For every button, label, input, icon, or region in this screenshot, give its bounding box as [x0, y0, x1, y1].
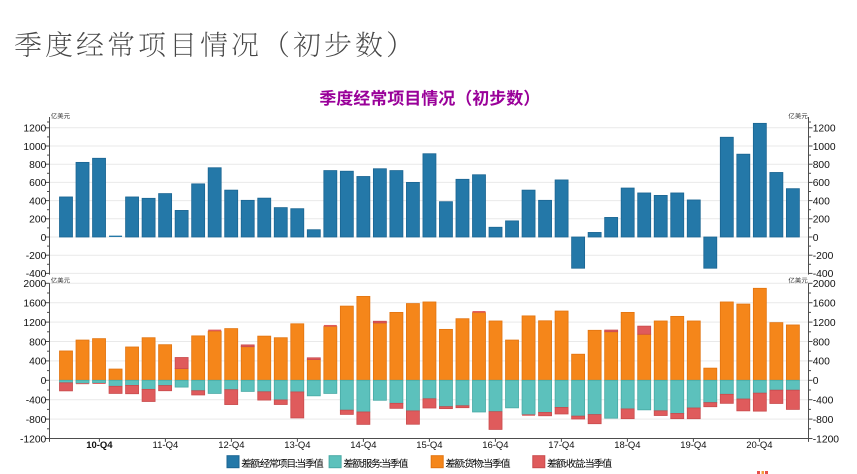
svg-text:1200: 1200 [813, 124, 836, 135]
svg-text:-400: -400 [813, 396, 834, 407]
svg-text:-400: -400 [26, 396, 47, 407]
svg-text:0: 0 [41, 233, 47, 244]
svg-text:600: 600 [29, 178, 46, 189]
svg-text:0: 0 [813, 233, 819, 244]
svg-text:1200: 1200 [23, 124, 46, 135]
svg-text:10-Q4: 10-Q4 [86, 440, 113, 451]
svg-text:12-Q4: 12-Q4 [218, 440, 244, 451]
svg-text:19-Q4: 19-Q4 [680, 440, 706, 451]
svg-text:0: 0 [813, 376, 819, 387]
svg-text:600: 600 [813, 178, 830, 189]
svg-text:11-Q4: 11-Q4 [153, 440, 179, 451]
svg-text:1600: 1600 [23, 299, 46, 310]
svg-text:16-Q4: 16-Q4 [482, 440, 508, 451]
svg-text:-1200: -1200 [813, 434, 840, 445]
svg-text:-800: -800 [813, 415, 834, 426]
svg-text:1600: 1600 [813, 299, 836, 310]
svg-text:17-Q4: 17-Q4 [548, 440, 574, 451]
svg-text:400: 400 [29, 357, 46, 368]
svg-text:400: 400 [813, 196, 830, 207]
svg-text:14-Q4: 14-Q4 [350, 440, 376, 451]
svg-text:800: 800 [813, 337, 830, 348]
svg-text:-400: -400 [26, 269, 47, 280]
svg-text:800: 800 [29, 337, 46, 348]
svg-text:1200: 1200 [23, 318, 46, 329]
svg-text:1000: 1000 [813, 142, 836, 153]
svg-text:18-Q4: 18-Q4 [614, 440, 640, 451]
svg-text:1000: 1000 [23, 142, 46, 153]
svg-text:0: 0 [41, 376, 47, 387]
svg-text:-800: -800 [26, 415, 47, 426]
svg-text:20-Q4: 20-Q4 [746, 440, 772, 451]
svg-text:400: 400 [29, 196, 46, 207]
svg-text:-200: -200 [26, 251, 47, 262]
svg-text:2000: 2000 [23, 279, 46, 290]
svg-text:13-Q4: 13-Q4 [284, 440, 310, 451]
svg-text:800: 800 [29, 160, 46, 171]
svg-text:-400: -400 [813, 269, 834, 280]
svg-text:2000: 2000 [813, 279, 836, 290]
svg-text:1200: 1200 [813, 318, 836, 329]
svg-text:800: 800 [813, 160, 830, 171]
svg-text:-200: -200 [813, 251, 834, 262]
svg-text:400: 400 [813, 357, 830, 368]
svg-text:-1200: -1200 [20, 434, 47, 445]
svg-text:15-Q4: 15-Q4 [416, 440, 442, 451]
svg-text:200: 200 [813, 215, 830, 226]
svg-text:200: 200 [29, 215, 46, 226]
